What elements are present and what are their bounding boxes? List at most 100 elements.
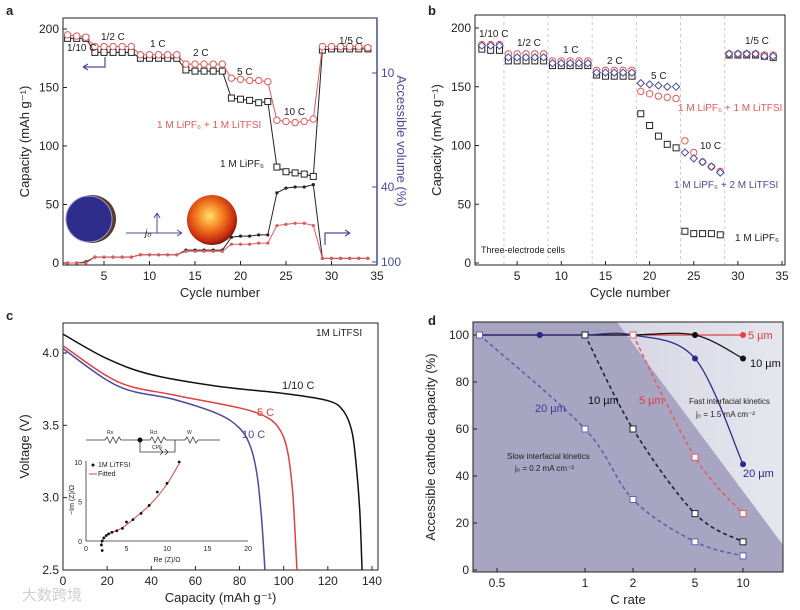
a-data-point: [329, 256, 334, 260]
a-data-point: [320, 256, 324, 260]
b-y-axis-label: Capacity (mAh g⁻¹): [429, 84, 444, 196]
d-annotation: 20 µm: [535, 403, 566, 415]
a-data-point: [118, 42, 126, 51]
a-data-point: [218, 60, 227, 68]
a-data-point: [266, 241, 270, 245]
b-data-point: [574, 58, 584, 68]
a-data-point: [293, 185, 297, 189]
b-annotation: 1/10 C: [479, 29, 508, 40]
b-x-tick-label: 35: [775, 269, 789, 283]
c-inset-data-point: [99, 543, 103, 547]
c-legend-text: 1M LiTFSI: [316, 328, 362, 339]
a-data-point: [193, 249, 197, 253]
b-annotation: 1 M LiPF₆ + 2 M LiTFSI: [674, 180, 778, 191]
c-curve-5C: [62, 345, 298, 571]
a-y2-tick-label: 100: [381, 255, 401, 269]
a-data-point: [257, 241, 261, 245]
a-data-point: [348, 256, 352, 260]
b-data-point: [681, 137, 689, 145]
c-inset-x-tick-label: 5: [125, 546, 129, 553]
c-inset-data-point: [131, 518, 135, 522]
a-data-point: [73, 32, 81, 40]
a-y-tick-label: 100: [39, 139, 59, 153]
c-x-tick-label: 0: [60, 574, 67, 588]
b-data-point: [663, 93, 671, 102]
b-annotation: Three-electrode cells: [481, 245, 566, 255]
a-data-point: [100, 48, 108, 56]
b-data-point: [699, 230, 707, 238]
b-y-tick-label: 0: [464, 256, 471, 270]
a-data-point: [227, 94, 235, 102]
a-data-point: [309, 115, 317, 123]
d-x-tick-label: 10: [736, 576, 750, 590]
a-data-point: [109, 42, 117, 51]
a-data-point: [120, 255, 124, 259]
c-inset-data-point: [155, 490, 159, 494]
c-inset-legend-marker: [91, 463, 95, 467]
a-data-point: [75, 261, 79, 265]
a-x-axis-label: Cycle number: [180, 285, 261, 300]
b-data-point: [663, 140, 671, 148]
c-inset-data-point: [100, 549, 104, 552]
b-x-tick-label: 25: [687, 269, 701, 283]
b-y-tick-label: 50: [458, 197, 472, 211]
d-x-tick-label: 1: [582, 576, 589, 590]
a-x-tick-label: 20: [234, 269, 248, 283]
c-inset-data-point: [177, 460, 181, 464]
a-data-point: [318, 42, 327, 51]
a-data-point: [109, 48, 117, 56]
a-data-point: [227, 74, 236, 82]
d-data-point: [691, 510, 699, 518]
panel-a-chart: 5 10 15 20 25 30 35 0 50 100 150 200 Cycle number Cap…: [17, 17, 409, 300]
a-data-point: [82, 33, 90, 41]
b-data-point: [672, 144, 680, 152]
a-data-point: [136, 51, 145, 59]
b-annotation: 1/5 C: [745, 36, 769, 47]
d-y-axis-label: Accessible cathode capacity (%): [423, 353, 438, 540]
a-data-point: [293, 221, 297, 225]
d-data-point: [475, 331, 483, 339]
a-data-point: [100, 42, 108, 51]
a-data-point: [154, 51, 163, 59]
b-data-point: [680, 148, 690, 157]
d-x-tick-label: 2: [630, 576, 637, 590]
a-annotation: 2 C: [193, 48, 209, 59]
b-data-point: [477, 41, 487, 50]
d-y-tick-label: 60: [456, 422, 470, 436]
d-annotation: 10 µm: [588, 395, 619, 407]
d-data-point: [692, 355, 698, 362]
a-data-point: [238, 234, 243, 238]
d-data-point: [629, 496, 637, 503]
c-x-tick-label: 80: [233, 574, 247, 588]
c-label-5C: 5 C: [257, 407, 274, 419]
b-data-point: [583, 58, 593, 68]
a-data-point: [264, 98, 272, 106]
b-data-point: [645, 90, 654, 98]
a-data-point: [229, 242, 233, 246]
d-annotation: 10 µm: [750, 358, 781, 370]
a-y2-tick-label: 40: [381, 180, 395, 194]
a-data-point: [266, 233, 270, 237]
c-inset-x-tick-label: 0: [84, 546, 88, 553]
c-inset-data-point: [100, 539, 104, 543]
c-inset-axes: [85, 461, 248, 542]
a-y2-tick-label: 10: [381, 66, 395, 80]
b-x-tick-label: 30: [731, 269, 745, 283]
d-data-point: [581, 425, 589, 433]
c-x-tick-label: 60: [189, 574, 203, 588]
a-data-point: [209, 60, 217, 68]
panel-b-chart: 5 10 15 20 25 30 35 0 50 100 150 200 Cycle number Cap…: [429, 14, 789, 300]
b-data-point: [681, 227, 689, 235]
panel-letter-a: a: [6, 3, 14, 18]
c-inset-y-label: −Im (Z)/Ω: [69, 485, 76, 515]
a-data-point: [284, 222, 288, 226]
a-data-point: [302, 185, 306, 189]
d-x-axis-label: C rate: [610, 592, 645, 607]
a-reaction-arrow-icon: [126, 212, 183, 237]
b-data-point: [768, 51, 778, 61]
a-data-point: [211, 249, 215, 253]
a-data-point: [138, 253, 142, 257]
b-x-tick-label: 20: [643, 269, 657, 283]
c-y-tick-label: 3.0: [42, 491, 59, 505]
